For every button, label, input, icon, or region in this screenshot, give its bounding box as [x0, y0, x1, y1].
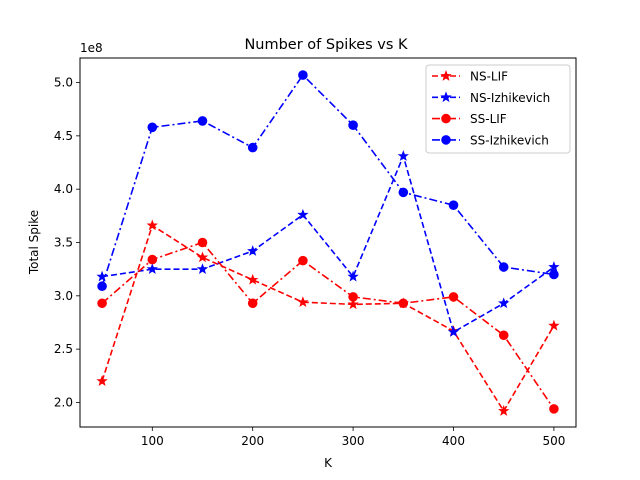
ns-lif-data-point [96, 375, 108, 386]
chart-title: Number of Spikes vs K [244, 37, 408, 53]
ns-lif-data-point [146, 219, 158, 231]
ss-izhikevich-data-point [247, 142, 258, 153]
y-tick-label: 3.0 [54, 289, 73, 303]
ss-lif-data-point [247, 298, 258, 309]
ns-lif-data-point [548, 319, 560, 331]
ns-izhikevich-data-point [548, 261, 560, 272]
ns-izhikevich-legend-label: NS-Izhikevich [470, 91, 550, 105]
ns-izhikevich-legend-marker [440, 91, 452, 103]
x-tick-label: 500 [542, 434, 565, 448]
x-tick-label: 400 [442, 434, 465, 448]
ss-lif-series-line [101, 241, 555, 410]
ss-lif-legend-marker [441, 113, 451, 124]
ss-lif-data-point [147, 254, 158, 265]
ns-lif-series-line [101, 224, 555, 413]
x-tick-label: 100 [141, 434, 164, 448]
y-multiplier-label: 1e8 [80, 41, 103, 55]
ss-lif-data-point [549, 404, 559, 414]
ns-lif-legend-label: NS-LIF [470, 70, 508, 84]
y-tick-label: 3.5 [54, 236, 73, 250]
ns-izhikevich-data-point [196, 263, 209, 274]
plot-area [96, 70, 560, 416]
ns-izhikevich-data-point [297, 208, 309, 220]
ss-lif-data-point [348, 292, 358, 302]
x-tick-label: 300 [342, 434, 365, 448]
ss-lif-data-point [197, 237, 208, 248]
ns-izhikevich-data-point [498, 297, 510, 309]
ss-izhikevich-legend-marker [441, 135, 451, 145]
ss-lif-data-point [398, 298, 409, 309]
ss-izhikevich-legend-label: SS-Izhikevich [470, 133, 549, 147]
ns-lif-data-point [247, 273, 259, 285]
ns-izhikevich-data-point [146, 263, 158, 274]
ss-lif-legend-label: SS-LIF [470, 112, 507, 126]
ss-lif-data-point [97, 298, 107, 309]
ns-izhikevich-series-line [101, 153, 555, 334]
y-tick-label: 4.0 [54, 182, 73, 196]
ss-izhikevich-data-point [298, 70, 308, 80]
ss-izhikevich-data-point [197, 116, 208, 126]
ns-lif-data-point [196, 251, 209, 263]
y-axis-label: Total Spike [27, 210, 41, 275]
ss-izhikevich-data-point [398, 187, 409, 198]
ns-izhikevich-data-point [447, 326, 460, 337]
ns-lif-data-point [347, 298, 359, 310]
ns-izhikevich-data-point [247, 245, 259, 256]
ns-lif-data-point [297, 296, 309, 308]
ss-lif-data-point [448, 292, 459, 302]
ss-izhikevich-data-point [549, 269, 559, 280]
ss-izhikevich-data-point [448, 200, 459, 210]
ss-izhikevich-data-point [498, 262, 509, 272]
ss-izhikevich-data-point [147, 122, 158, 133]
y-tick-label: 2.5 [54, 342, 73, 356]
x-axis-label: K [324, 456, 333, 470]
ss-izhikevich-series-line [101, 73, 555, 287]
y-tick-label: 2.0 [54, 395, 73, 409]
x-tick-label: 200 [241, 434, 264, 448]
ss-lif-data-point [298, 255, 308, 266]
y-tick-label: 5.0 [54, 76, 73, 90]
y-tick-label: 4.5 [54, 129, 73, 143]
ns-izhikevich-data-point [397, 150, 409, 161]
ss-lif-data-point [498, 330, 509, 341]
legend: NS-LIF NS-Izhikevich SS-LIF SS-Izhikevich [425, 64, 571, 154]
legend-box [425, 64, 571, 154]
ns-izhikevich-data-point [347, 270, 359, 282]
ss-izhikevich-data-point [97, 281, 107, 292]
ns-lif-data-point [498, 405, 510, 416]
ns-lif-legend-marker [440, 70, 452, 81]
ss-izhikevich-data-point [348, 120, 358, 130]
